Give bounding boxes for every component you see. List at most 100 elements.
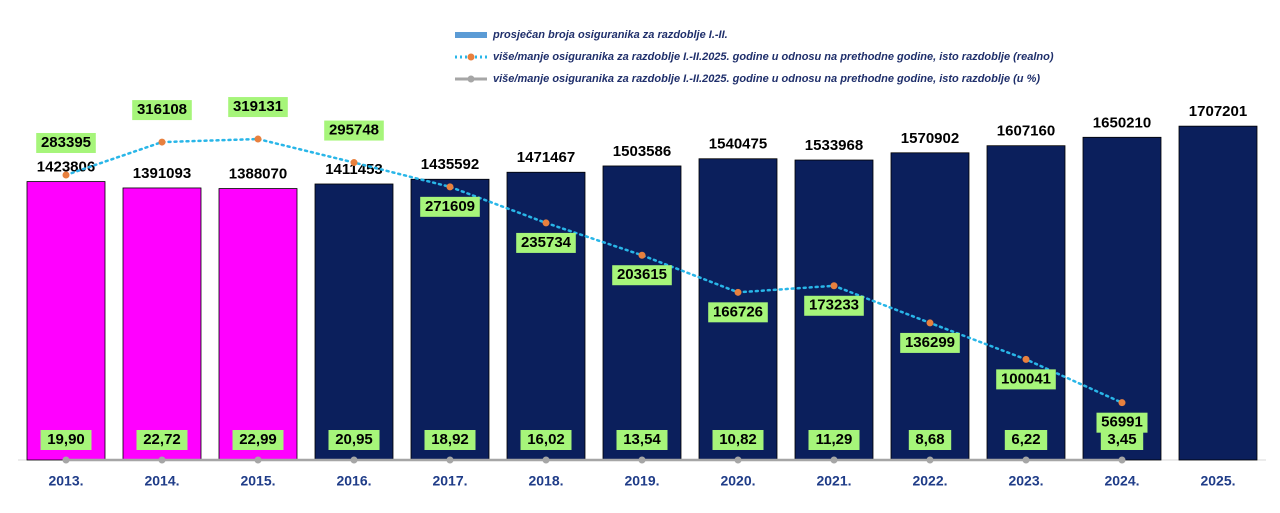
x-tick-label: 2023. bbox=[1008, 473, 1043, 489]
data-label: 3,45 bbox=[1107, 431, 1136, 448]
label-box bbox=[804, 295, 864, 316]
data-label: 1391093 bbox=[133, 165, 191, 182]
label-box bbox=[516, 232, 576, 253]
data-label: 203615 bbox=[617, 266, 667, 283]
point bbox=[926, 456, 934, 464]
label-box bbox=[232, 430, 284, 450]
data-label: 173233 bbox=[809, 297, 859, 314]
data-label: 1423806 bbox=[37, 159, 95, 176]
x-tick-label: 2022. bbox=[912, 473, 947, 489]
label-box bbox=[36, 132, 96, 153]
x-tick-label: 2019. bbox=[624, 473, 659, 489]
bar bbox=[218, 188, 298, 461]
label-box bbox=[520, 430, 572, 450]
data-label: 1650210 bbox=[1093, 114, 1151, 131]
label-box bbox=[908, 430, 952, 450]
data-label: 1533968 bbox=[805, 137, 863, 154]
point bbox=[542, 456, 550, 464]
data-label: 8,68 bbox=[915, 431, 944, 448]
point bbox=[254, 456, 262, 464]
x-tick-label: 2013. bbox=[48, 473, 83, 489]
point bbox=[62, 456, 70, 464]
data-label: 271609 bbox=[425, 198, 475, 215]
label-box bbox=[708, 302, 768, 323]
legend-marker bbox=[467, 75, 475, 83]
label-box bbox=[324, 120, 384, 141]
data-label: 1503586 bbox=[613, 143, 671, 160]
bar bbox=[1082, 136, 1162, 461]
label-box bbox=[40, 430, 92, 450]
data-label: 235734 bbox=[521, 234, 572, 251]
data-label: 295748 bbox=[329, 122, 379, 139]
point bbox=[638, 251, 646, 259]
data-label: 6,22 bbox=[1011, 431, 1040, 448]
label-box bbox=[1096, 412, 1148, 433]
data-label: 19,90 bbox=[47, 431, 85, 448]
point bbox=[1022, 355, 1030, 363]
label-box bbox=[136, 430, 188, 450]
point bbox=[1022, 456, 1030, 464]
bar bbox=[602, 165, 682, 461]
point bbox=[446, 183, 454, 191]
x-tick-label: 2024. bbox=[1104, 473, 1139, 489]
bar bbox=[314, 183, 394, 461]
x-tick-label: 2018. bbox=[528, 473, 563, 489]
data-label: 22,72 bbox=[143, 431, 181, 448]
point bbox=[254, 135, 262, 143]
label-box bbox=[132, 100, 192, 121]
x-tick-label: 2017. bbox=[432, 473, 467, 489]
data-label: 11,29 bbox=[816, 431, 853, 448]
data-label: 13,54 bbox=[623, 431, 661, 448]
data-label: 1388070 bbox=[229, 166, 287, 183]
point bbox=[350, 159, 358, 167]
data-label: 1435592 bbox=[421, 156, 479, 173]
legend-label: više/manje osiguranika za razdoblje I.-I… bbox=[493, 51, 1054, 63]
data-label: 1570902 bbox=[901, 130, 959, 147]
data-label: 56991 bbox=[1101, 414, 1143, 431]
legend-marker bbox=[467, 53, 475, 61]
label-box bbox=[1004, 430, 1048, 450]
bar bbox=[1178, 125, 1258, 461]
label-box bbox=[424, 430, 476, 450]
point bbox=[446, 456, 454, 464]
data-label: 136299 bbox=[905, 334, 955, 351]
data-label: 1707201 bbox=[1189, 103, 1247, 120]
x-tick-label: 2014. bbox=[144, 473, 179, 489]
label-box bbox=[616, 430, 668, 450]
point bbox=[350, 456, 358, 464]
data-label: 100041 bbox=[1001, 370, 1051, 387]
x-tick-label: 2016. bbox=[336, 473, 371, 489]
legend-swatch bbox=[455, 32, 487, 38]
point bbox=[830, 282, 838, 290]
legend-label: prosječan broja osiguranika za razdoblje… bbox=[492, 29, 728, 41]
point bbox=[542, 219, 550, 227]
point bbox=[158, 456, 166, 464]
data-label: 316108 bbox=[137, 101, 187, 118]
point bbox=[62, 171, 70, 179]
data-label: 283395 bbox=[41, 134, 91, 151]
label-box bbox=[1100, 430, 1144, 450]
point bbox=[1118, 456, 1126, 464]
bar bbox=[26, 181, 106, 461]
bar bbox=[890, 152, 970, 461]
bar bbox=[122, 187, 202, 461]
bar bbox=[986, 145, 1066, 461]
point bbox=[734, 456, 742, 464]
data-label: 22,99 bbox=[239, 431, 277, 448]
x-tick-label: 2020. bbox=[720, 473, 755, 489]
data-label: 319131 bbox=[233, 98, 283, 115]
bar bbox=[410, 178, 490, 461]
data-label: 16,02 bbox=[527, 431, 565, 448]
label-box bbox=[328, 430, 380, 450]
data-label: 1540475 bbox=[709, 136, 767, 153]
data-label: 1411453 bbox=[325, 161, 383, 178]
point bbox=[158, 138, 166, 146]
label-box bbox=[808, 430, 860, 450]
point bbox=[734, 288, 742, 296]
label-box bbox=[228, 97, 288, 118]
label-box bbox=[900, 332, 960, 353]
label-box bbox=[612, 265, 672, 286]
point bbox=[638, 456, 646, 464]
label-box bbox=[420, 196, 480, 217]
